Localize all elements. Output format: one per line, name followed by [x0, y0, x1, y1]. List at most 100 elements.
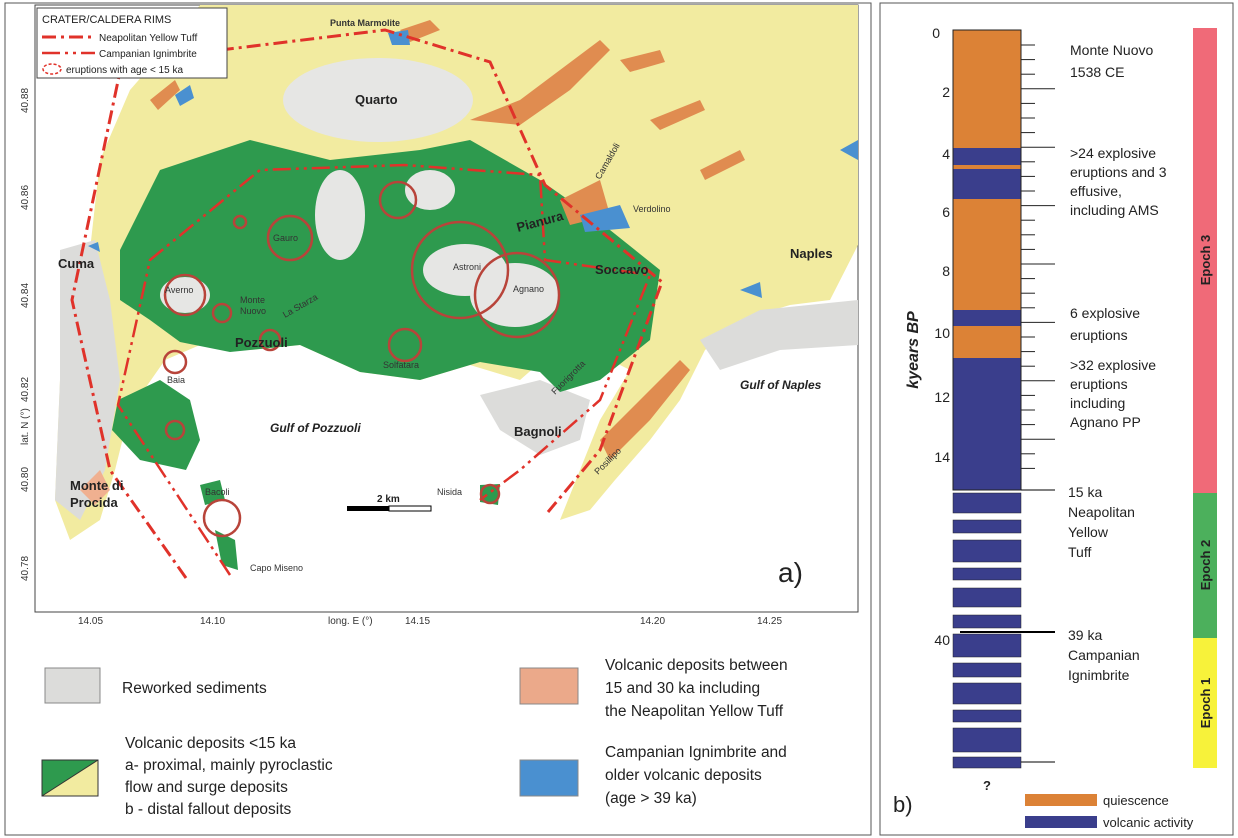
- place: Bacoli: [205, 487, 230, 497]
- panel-b-frame: [880, 3, 1233, 835]
- x-axis-label: long. E (°): [328, 616, 373, 627]
- epoch-label: Epoch 1: [1198, 678, 1213, 729]
- gulf-label: Gulf of Pozzuoli: [270, 421, 361, 435]
- legend-label: Reworked sediments: [122, 680, 267, 697]
- legend-label: Volcanic deposits <15 ka: [125, 735, 296, 752]
- axis-tick-label: 10: [934, 325, 950, 341]
- activity: [953, 634, 1021, 657]
- place: Averno: [165, 285, 193, 295]
- y-tick-label: 40.86: [20, 185, 31, 210]
- panel-label: a): [778, 557, 803, 588]
- activity: [953, 493, 1021, 513]
- axis-tick-label: 14: [934, 449, 950, 465]
- map: CRATER/CALDERA RIMS Neapolitan Yellow Tu…: [20, 5, 858, 627]
- activity: [953, 683, 1021, 704]
- legend-label: a- proximal, mainly pyroclastic: [125, 757, 333, 774]
- axis-tick-label: 0: [932, 25, 940, 41]
- x-tick-label: 14.20: [640, 616, 665, 627]
- legend-label: b - distal fallout deposits: [125, 801, 292, 818]
- legend-label: quiescence: [1103, 793, 1169, 808]
- axis-tick-label: 6: [942, 204, 950, 220]
- activity: [953, 615, 1021, 628]
- annotation: Neapolitan: [1068, 504, 1135, 520]
- legend-label: Campanian Ignimbrite and: [605, 744, 787, 761]
- quiescence: [953, 30, 1021, 148]
- activity: [953, 710, 1021, 722]
- activity: [953, 663, 1021, 677]
- place: Soccavo: [595, 262, 649, 277]
- annotation: 39 ka: [1068, 627, 1102, 643]
- x-tick-label: 14.15: [405, 616, 430, 627]
- legend-swatch: [520, 760, 578, 796]
- epoch-label: Epoch 3: [1198, 235, 1213, 286]
- activity: [953, 728, 1021, 752]
- quiescence: [953, 199, 1021, 310]
- axis-tick-label: 40: [934, 632, 950, 648]
- scale-label: 2 km: [377, 494, 400, 505]
- legend-swatch: [520, 668, 578, 704]
- place: Procida: [70, 495, 118, 510]
- legend-label: (age > 39 ka): [605, 790, 697, 807]
- legend-label: the Neapolitan Yellow Tuff: [605, 703, 784, 720]
- annotation: Campanian: [1068, 647, 1140, 663]
- annotation: Monte Nuovo: [1070, 42, 1153, 58]
- place: Nisida: [437, 487, 462, 497]
- y-tick-label: 40.78: [20, 556, 31, 581]
- place: Agnano: [513, 284, 544, 294]
- place: Monte di: [70, 478, 123, 493]
- quiescence: [953, 165, 1021, 169]
- annotation: eruptions: [1070, 376, 1128, 392]
- annotation: >32 explosive: [1070, 357, 1156, 373]
- legend-swatch: [1025, 794, 1097, 806]
- plain: [160, 277, 210, 313]
- panel-label: b): [893, 792, 913, 817]
- rim-legend-label: eruptions with age < 15 ka: [66, 65, 183, 76]
- place: Nuovo: [240, 306, 266, 316]
- activity: [953, 540, 1021, 562]
- plain: [315, 170, 365, 260]
- legend-swatch: [1025, 816, 1097, 828]
- legend-label: older volcanic deposits: [605, 767, 762, 784]
- scale-bar: [389, 506, 431, 511]
- gulf-label: Gulf of Naples: [740, 378, 822, 392]
- place: Monte: [240, 295, 265, 305]
- y-tick-label: 40.88: [20, 88, 31, 113]
- annotation: including AMS: [1070, 202, 1159, 218]
- legend-label: 15 and 30 ka including: [605, 680, 760, 697]
- activity: [953, 757, 1021, 768]
- scale-bar: [347, 506, 389, 511]
- annotation: 6 explosive: [1070, 305, 1140, 321]
- annotation: eruptions: [1070, 327, 1128, 343]
- annotation: Yellow: [1068, 524, 1109, 540]
- axis-tick-label: 8: [942, 263, 950, 279]
- x-tick-label: 14.25: [757, 616, 782, 627]
- place: Naples: [790, 246, 833, 261]
- y-tick-label: 40.82: [20, 377, 31, 402]
- annotation: >24 explosive: [1070, 145, 1156, 161]
- place: Baia: [167, 375, 185, 385]
- place: Solfatara: [383, 360, 419, 370]
- legend-label: Volcanic deposits between: [605, 657, 788, 674]
- place: Astroni: [453, 262, 481, 272]
- page: {"map": { "rim_legend_title": "CRATER/CA…: [0, 0, 1238, 838]
- place: Bagnoli: [514, 424, 562, 439]
- annotation: Tuff: [1068, 544, 1091, 560]
- activity: [953, 588, 1021, 607]
- unknown-mark: ?: [983, 778, 991, 793]
- legend-label: volcanic activity: [1103, 815, 1194, 830]
- rim-legend-label: Campanian Ignimbrite: [99, 49, 197, 60]
- axis-tick-label: 12: [934, 389, 950, 405]
- activity: [953, 520, 1021, 533]
- epoch-label: Epoch 2: [1198, 540, 1213, 591]
- annotation: effusive,: [1070, 183, 1122, 199]
- axis-tick-label: 4: [942, 146, 950, 162]
- annotation: including: [1070, 395, 1125, 411]
- place: Pozzuoli: [235, 335, 288, 350]
- rim-legend-label: Neapolitan Yellow Tuff: [99, 33, 197, 44]
- activity: [953, 358, 1021, 490]
- x-tick-label: 14.05: [78, 616, 103, 627]
- y-tick-label: 40.84: [20, 283, 31, 308]
- annotation: eruptions and 3: [1070, 164, 1167, 180]
- annotation: Agnano PP: [1070, 414, 1141, 430]
- place: Quarto: [355, 92, 398, 107]
